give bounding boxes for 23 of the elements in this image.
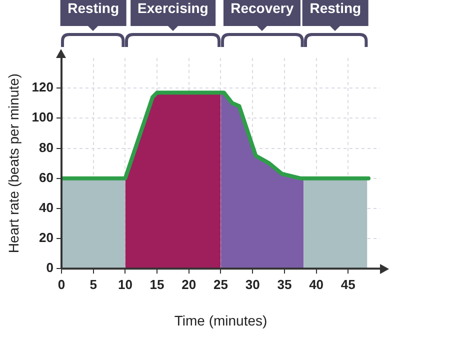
y-tick-label: 100 bbox=[32, 110, 54, 125]
y-axis-title: Heart rate (beats per minute) bbox=[5, 73, 22, 254]
y-tick-label: 120 bbox=[32, 80, 54, 95]
y-tick-label: 0 bbox=[46, 260, 54, 276]
x-axis-title: Time (minutes) bbox=[174, 312, 268, 328]
x-tick-label: 25 bbox=[214, 276, 228, 292]
y-tick-label: 20 bbox=[39, 230, 54, 246]
y-tick-label: 60 bbox=[39, 170, 54, 185]
x-tick-label: 35 bbox=[277, 276, 292, 292]
y-tick-label: 80 bbox=[39, 140, 54, 155]
text: Recovery bbox=[224, 0, 301, 26]
x-tick-label: 15 bbox=[150, 276, 164, 292]
x-tick-label: 20 bbox=[182, 276, 196, 292]
x-tick-label: 30 bbox=[245, 276, 260, 292]
x-tick-label: 45 bbox=[340, 276, 356, 292]
x-tick-label: 10 bbox=[118, 276, 132, 292]
text: Exercising bbox=[130, 0, 216, 26]
x-tick-label: 5 bbox=[90, 276, 97, 292]
x-tick-label: 40 bbox=[309, 276, 324, 292]
text: Resting bbox=[60, 0, 126, 26]
x-tick-label: 0 bbox=[58, 276, 66, 292]
y-tick-label: 40 bbox=[39, 200, 54, 216]
text: Resting bbox=[302, 0, 368, 26]
